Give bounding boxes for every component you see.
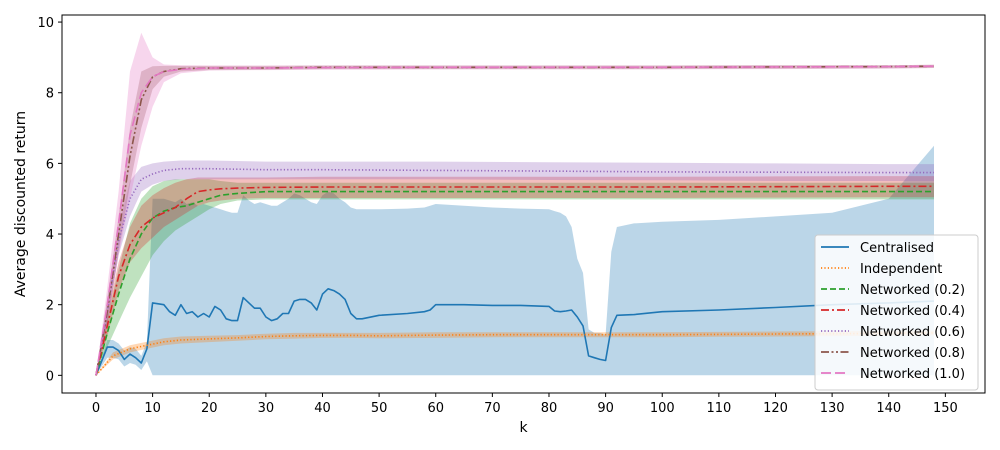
x-tick-label: 140 xyxy=(876,401,901,416)
x-tick-label: 100 xyxy=(650,401,675,416)
x-tick-label: 80 xyxy=(541,401,558,416)
legend-label-networked-0-6: Networked (0.6) xyxy=(860,325,965,340)
x-tick-label: 20 xyxy=(201,401,218,416)
x-tick-label: 40 xyxy=(314,401,331,416)
legend-box xyxy=(814,234,979,391)
line-independent xyxy=(95,332,935,376)
x-tick-label: 70 xyxy=(484,401,501,416)
band-networked-1-0 xyxy=(96,32,934,376)
legend-label-networked-1-0: Networked (1.0) xyxy=(860,367,965,382)
legend-label-networked-0-4: Networked (0.4) xyxy=(860,304,965,319)
line-networked-0-2 xyxy=(95,190,934,376)
band-centralised xyxy=(96,145,934,376)
x-tick-label: 0 xyxy=(92,401,100,416)
y-tick-label: 10 xyxy=(37,16,54,31)
x-axis-ticks: 0 10 20 30 40 50 60 70 80 90 100 110 120 130 140 150 xyxy=(92,393,958,416)
legend-label-independent: Independent xyxy=(860,262,942,277)
legend-label-centralised: Centralised xyxy=(860,241,934,256)
x-tick-label: 30 xyxy=(258,401,275,416)
x-tick-label: 90 xyxy=(597,401,614,416)
line-networked-0-6 xyxy=(95,167,934,376)
x-tick-label: 110 xyxy=(706,401,731,416)
legend-label-networked-0-8: Networked (0.8) xyxy=(860,346,965,361)
band-networked-0-2 xyxy=(96,179,934,376)
x-axis-label: k xyxy=(519,420,528,436)
x-tick-label: 120 xyxy=(763,401,788,416)
y-axis-label: Average discounted return xyxy=(13,111,29,297)
line-networked-1-0 xyxy=(95,65,935,376)
y-tick-label: 2 xyxy=(46,299,54,314)
line-centralised xyxy=(95,288,935,376)
y-tick-label: 0 xyxy=(46,369,54,384)
y-axis-ticks: 0 2 4 6 8 10 xyxy=(37,16,62,384)
series-lines xyxy=(95,65,935,376)
x-tick-label: 150 xyxy=(933,401,958,416)
plot-frame xyxy=(61,14,986,394)
legend-label-networked-0-2: Networked (0.2) xyxy=(860,283,965,298)
band-networked-0-4 xyxy=(96,176,934,376)
x-tick-label: 60 xyxy=(427,401,444,416)
x-tick-label: 130 xyxy=(820,401,845,416)
y-tick-label: 8 xyxy=(46,87,54,102)
confidence-bands xyxy=(96,32,934,376)
x-tick-label: 50 xyxy=(371,401,388,416)
x-tick-label: 10 xyxy=(144,401,161,416)
y-tick-label: 6 xyxy=(46,157,54,172)
legend: Centralised Independent Networked (0.2) Net… xyxy=(814,234,979,391)
y-tick-label: 4 xyxy=(46,228,54,243)
